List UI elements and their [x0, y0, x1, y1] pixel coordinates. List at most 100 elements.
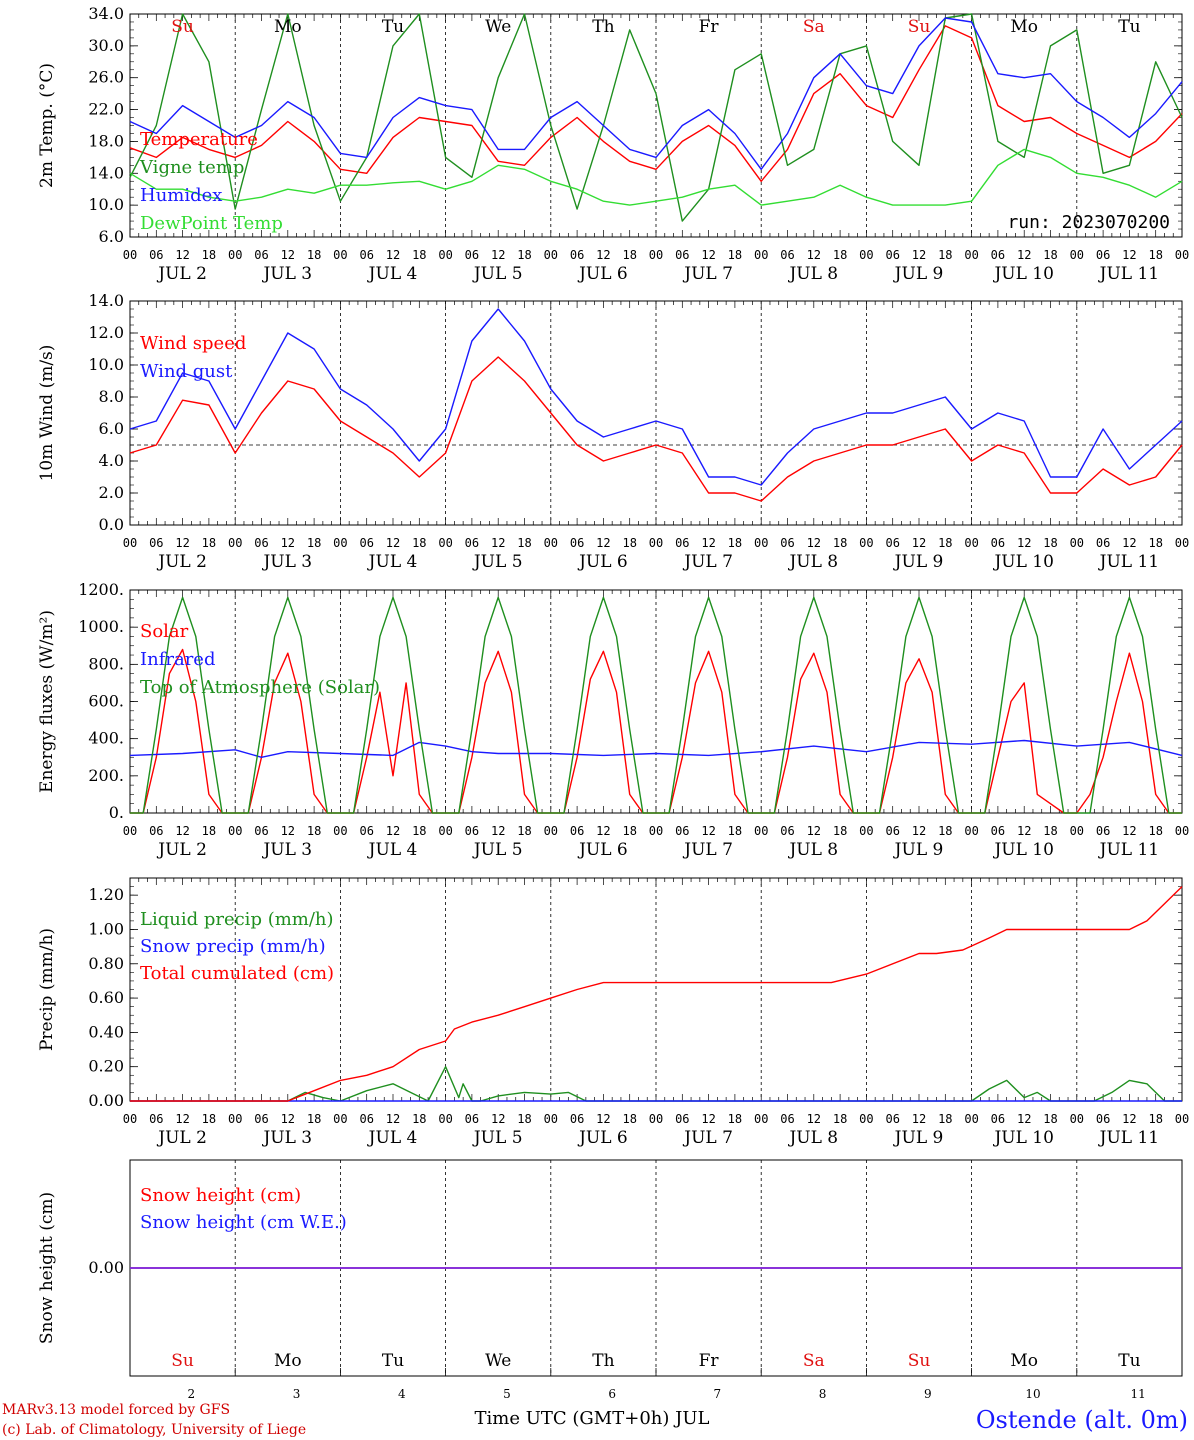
x-hour-label: 18: [517, 1112, 531, 1126]
day-of-week-label: Su: [171, 1351, 194, 1371]
x-hour-label: 06: [885, 824, 899, 838]
x-hour-label: 00: [859, 248, 873, 262]
x-hour-label: 06: [359, 1112, 373, 1126]
y-tick-label: 10.0: [88, 195, 124, 214]
x-axis-label: Time UTC (GMT+0h) JUL: [475, 1408, 710, 1429]
x-hour-label: 00: [649, 536, 663, 550]
x-hour-label: 12: [1122, 1112, 1136, 1126]
x-hour-label: 00: [333, 536, 347, 550]
x-hour-label: 06: [149, 248, 163, 262]
legend-entry: Snow height (cm W.E.): [140, 1212, 347, 1233]
x-hour-label: 12: [701, 1112, 715, 1126]
x-date-label: JUL 2: [156, 1128, 207, 1148]
y-tick-label: 0.: [109, 803, 124, 822]
y-axis-label: Snow height (cm): [37, 1192, 57, 1344]
series-line-dewpoint-temp: [129, 148, 1183, 206]
x-hour-label: 12: [386, 536, 400, 550]
legend-entry: DewPoint Temp: [140, 213, 283, 234]
x-hour-label: 00: [649, 824, 663, 838]
x-hour-label: 18: [938, 248, 952, 262]
x-hour-label: 06: [465, 248, 479, 262]
legend-entry: Vigne temp: [139, 157, 244, 178]
x-hour-label: 06: [780, 248, 794, 262]
x-hour-label: 06: [359, 536, 373, 550]
series-line-top-of-atmosphere-solar: [130, 596, 1182, 814]
y-tick-label: 1.00: [88, 919, 124, 938]
y-tick-label: 34.0: [88, 4, 124, 23]
day-of-week-label: Fr: [699, 17, 720, 37]
y-tick-label: 0.80: [88, 954, 124, 973]
x-hour-label: 00: [964, 536, 978, 550]
y-tick-label: 0.40: [88, 1022, 124, 1041]
x-day-number: 11: [1131, 1387, 1146, 1401]
x-date-label: JUL 6: [577, 1128, 628, 1148]
x-day-number: 6: [608, 1387, 616, 1401]
x-hour-label: 12: [386, 248, 400, 262]
x-hour-label: 12: [807, 1112, 821, 1126]
y-tick-label: 22.0: [88, 100, 124, 119]
x-hour-label: 18: [202, 248, 216, 262]
x-day-number: 5: [503, 1387, 511, 1401]
x-hour-label: 06: [991, 824, 1005, 838]
x-hour-label: 00: [649, 1112, 663, 1126]
x-hour-label: 18: [1043, 1112, 1057, 1126]
x-hour-label: 12: [912, 536, 926, 550]
x-hour-label: 18: [833, 536, 847, 550]
x-hour-label: 06: [991, 1112, 1005, 1126]
x-hour-label: 12: [175, 248, 189, 262]
x-hour-label: 00: [964, 1112, 978, 1126]
x-date-label: JUL 7: [682, 840, 733, 860]
y-tick-label: 0.00: [88, 1091, 124, 1110]
x-date-label: JUL 7: [682, 1128, 733, 1148]
x-day-number: 10: [1025, 1387, 1040, 1401]
x-hour-label: 12: [596, 824, 610, 838]
x-date-label: JUL 3: [261, 840, 312, 860]
legend-entry: Total cumulated (cm): [140, 963, 334, 984]
y-tick-label: 18.0: [88, 131, 124, 150]
x-date-label: JUL 5: [472, 1128, 523, 1148]
x-hour-label: 06: [465, 1112, 479, 1126]
x-hour-label: 06: [254, 248, 268, 262]
x-hour-label: 12: [912, 1112, 926, 1126]
x-hour-label: 06: [149, 824, 163, 838]
model-credit: MARv3.13 model forced by GFS: [2, 1402, 230, 1418]
x-date-label: JUL 5: [472, 840, 523, 860]
x-date-label: JUL 9: [893, 1128, 944, 1148]
precip-panel: 0.00 0.20 0.40 0.60 0.80 1.00 1.20 Precip (mm/h…: [37, 877, 1189, 1148]
x-hour-label: 06: [991, 536, 1005, 550]
x-hour-label: 18: [938, 1112, 952, 1126]
x-hour-label: 00: [544, 1112, 558, 1126]
plot-frame: [129, 13, 1183, 238]
day-of-week-label: Tu: [382, 17, 404, 37]
legend-entry: Snow height (cm): [140, 1185, 301, 1206]
y-tick-label: 0.20: [88, 1057, 124, 1076]
y-tick-label: 30.0: [88, 36, 124, 55]
x-hour-label: 00: [1175, 1112, 1189, 1126]
x-hour-label: 00: [649, 248, 663, 262]
x-date-label: JUL 11: [1098, 264, 1159, 284]
y-tick-label: 1000.: [78, 617, 124, 636]
x-date-label: JUL 5: [472, 552, 523, 572]
x-hour-label: 06: [149, 536, 163, 550]
day-of-week-label: Sa: [803, 17, 825, 37]
footer: MARv3.13 model forced by GFS (c) Lab. of …: [2, 1402, 1188, 1438]
x-hour-label: 12: [175, 536, 189, 550]
y-tick-label: 2.0: [99, 483, 124, 502]
x-hour-label: 18: [938, 536, 952, 550]
y-axis-label: Precip (mm/h): [37, 928, 57, 1051]
legend-entry: Solar: [140, 621, 189, 642]
y-tick-label: 6.0: [99, 419, 124, 438]
x-hour-label: 18: [622, 824, 636, 838]
legend-entry: Humidex: [140, 185, 222, 206]
x-hour-label: 18: [307, 824, 321, 838]
x-date-label: JUL 4: [367, 1128, 418, 1148]
x-hour-label: 00: [1070, 248, 1084, 262]
x-hour-label: 00: [228, 1112, 242, 1126]
x-hour-label: 00: [754, 824, 768, 838]
day-of-week-label: We: [485, 17, 511, 37]
x-hour-label: 00: [859, 824, 873, 838]
wind-panel: 0.0 2.0 4.0 6.0 8.0 10.0 12.0 14.0 10m Wind (m/s…: [37, 291, 1189, 572]
day-of-week-label: Fr: [699, 1351, 720, 1371]
x-hour-label: 06: [885, 1112, 899, 1126]
snow-panel: 0.00 Snow height (cm) Snow height (cm) Snow…: [37, 1159, 1183, 1401]
